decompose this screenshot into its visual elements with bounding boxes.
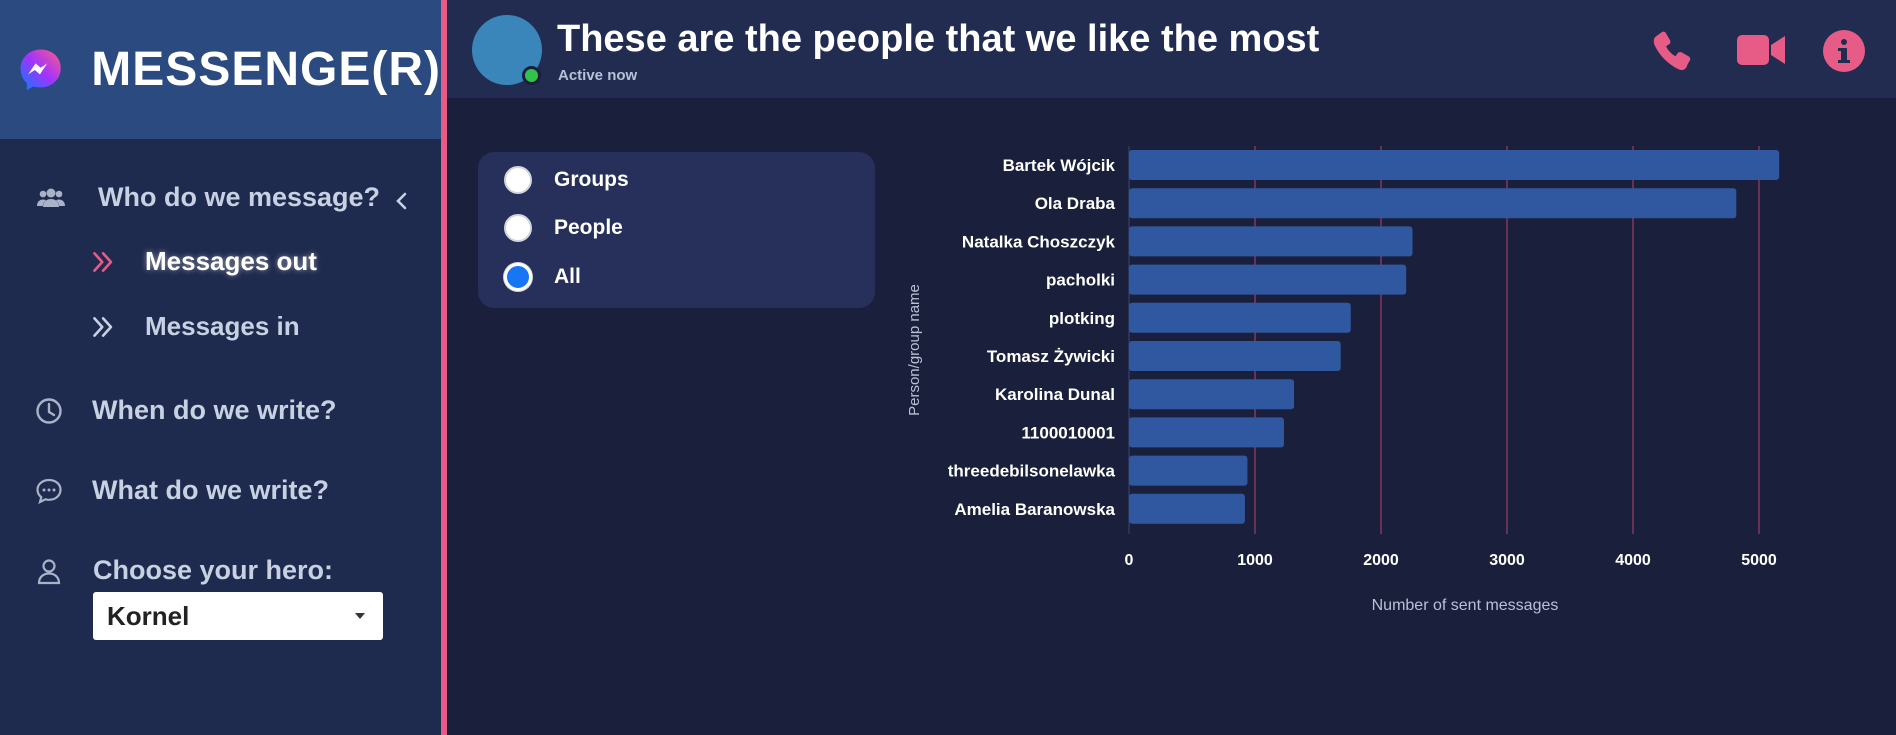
category-label: threedebilsonelawka	[948, 462, 1116, 481]
nav-who-do-we-message[interactable]: Who do we message?	[35, 182, 412, 213]
radio-button[interactable]	[504, 166, 532, 194]
nav-sub-label: Messages in	[145, 311, 300, 341]
page-title: These are the people that we like the mo…	[557, 18, 1320, 60]
radio-label: Groups	[554, 168, 629, 191]
clock-icon	[36, 397, 62, 424]
x-tick-label: 3000	[1489, 552, 1525, 569]
category-label: Natalka Choszczyk	[962, 232, 1116, 251]
chart-bar	[1129, 264, 1407, 295]
x-tick-label: 1000	[1237, 552, 1273, 569]
chart-bar	[1129, 493, 1245, 524]
nav-choose-hero: Choose your hero:	[34, 555, 333, 586]
info-icon[interactable]	[1822, 29, 1866, 73]
category-label: pacholki	[1046, 271, 1115, 290]
chart-bar	[1129, 417, 1284, 448]
nav-label: Choose your hero:	[93, 555, 334, 585]
sidebar: MESSENGE(R) Who do we message? Messages …	[0, 0, 441, 735]
person-icon	[37, 558, 61, 584]
category-label: Ola Draba	[1035, 194, 1116, 213]
category-label: Karolina Dunal	[995, 385, 1115, 404]
messenger-logo	[20, 49, 61, 90]
radio-button[interactable]	[504, 214, 532, 242]
category-label: Bartek Wójcik	[1003, 156, 1116, 175]
chart-bar	[1129, 188, 1737, 219]
chevron-left-icon[interactable]	[392, 191, 412, 211]
nav-messages-in[interactable]: Messages in	[91, 311, 300, 342]
chat-bubble-icon	[36, 478, 62, 504]
radio-label: People	[554, 216, 623, 239]
nav-what-do-we-write[interactable]: What do we write?	[34, 475, 329, 506]
filter-card: Groups People All	[478, 152, 875, 308]
status-text: Active now	[558, 67, 638, 84]
chart-bar	[1129, 150, 1780, 180]
app-title: MESSENGE(R)	[91, 43, 441, 96]
chart-bar	[1129, 379, 1295, 410]
caret-down-icon	[355, 613, 365, 619]
chart-bar	[1129, 455, 1248, 486]
phone-icon[interactable]	[1651, 28, 1695, 72]
category-label: 1100010001	[1021, 423, 1115, 442]
category-label: Tomasz Żywicki	[987, 347, 1115, 366]
category-label: plotking	[1049, 309, 1115, 328]
radio-label: All	[554, 265, 581, 288]
bar-chart: Bartek Wójcik Ola Draba Natalka Choszczyk p…	[906, 146, 1780, 614]
x-tick-label: 5000	[1741, 552, 1777, 569]
nav-label: What do we write?	[92, 475, 330, 505]
nav-label: Who do we message?	[98, 182, 381, 212]
chart-bar	[1129, 302, 1351, 333]
x-axis-title: Number of sent messages	[1372, 597, 1559, 614]
chart-bar	[1129, 226, 1413, 257]
nav-when-do-we-write[interactable]: When do we write?	[34, 395, 337, 426]
hero-select-value: Kornel	[107, 600, 190, 631]
hero-select[interactable]: Kornel	[93, 592, 383, 640]
nav-sub-label: Messages out	[145, 246, 317, 276]
category-label: Amelia Baranowska	[954, 500, 1115, 519]
radio-button-checked[interactable]	[504, 263, 532, 291]
online-status-dot	[522, 66, 541, 85]
filter-option-groups[interactable]: Groups	[504, 166, 629, 194]
x-tick-label: 0	[1125, 552, 1134, 569]
filter-option-people[interactable]: People	[504, 214, 623, 242]
users-icon	[37, 188, 65, 207]
x-tick-label: 2000	[1363, 552, 1399, 569]
brand-header: MESSENGE(R)	[0, 0, 441, 139]
chart-bar	[1129, 341, 1341, 371]
nav-label: When do we write?	[92, 395, 337, 425]
double-chevron-right-icon	[93, 251, 113, 272]
x-tick-label: 4000	[1615, 552, 1651, 569]
filter-option-all[interactable]: All	[504, 263, 581, 291]
conversation-header: These are the people that we like the mo…	[447, 0, 1896, 98]
video-icon[interactable]	[1737, 33, 1785, 67]
y-axis-title: Person/group name	[906, 284, 923, 416]
double-chevron-right-icon	[93, 316, 113, 337]
nav-messages-out[interactable]: Messages out	[91, 246, 317, 277]
sidebar-accent-divider	[441, 0, 447, 735]
